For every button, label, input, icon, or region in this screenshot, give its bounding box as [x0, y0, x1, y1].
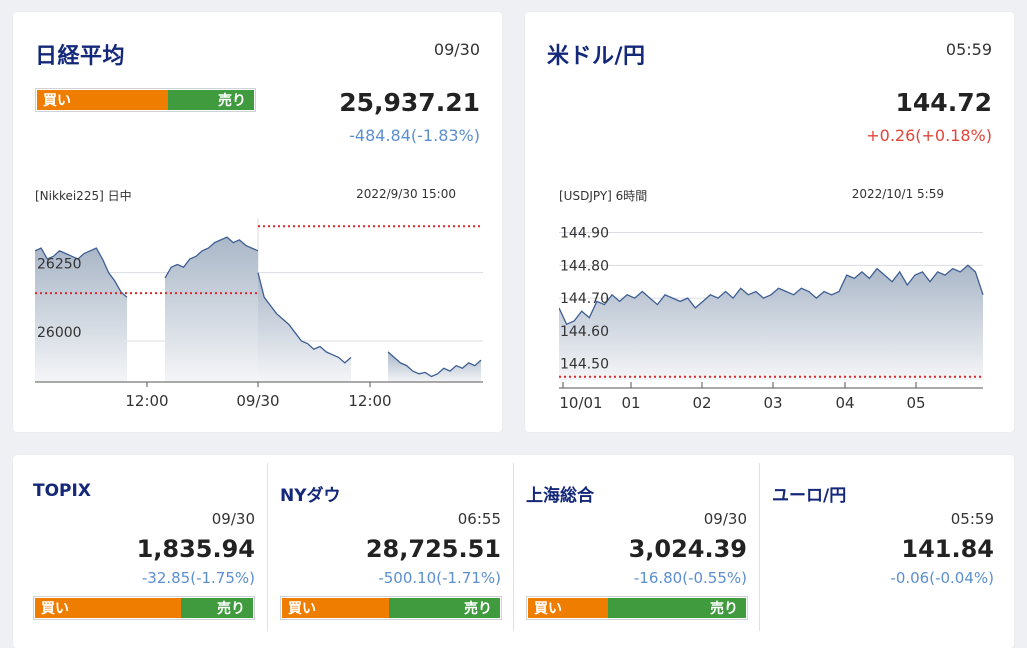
- quote-nydow-sell-button[interactable]: 売り: [389, 598, 500, 618]
- usdjpy-change: +0.26(+0.18%): [866, 126, 992, 145]
- quote-eurjpy-title[interactable]: ユーロ/円: [772, 486, 847, 506]
- usdjpy-line: [559, 264, 984, 326]
- nikkei-area-prev-morning: [35, 248, 127, 382]
- nikkei-area-cur-morning: [258, 272, 351, 382]
- usdjpy-ytick-label: 144.80: [560, 258, 609, 274]
- nikkei-line-prev-morning: [35, 247, 128, 298]
- nikkei-sell-button[interactable]: 売り: [168, 90, 254, 110]
- nikkei-date: 09/30: [433, 40, 480, 59]
- quote-topix-title[interactable]: TOPIX: [33, 481, 91, 501]
- quote-topix-buy-button[interactable]: 買い: [35, 598, 181, 618]
- quote-shanghai-title[interactable]: 上海総合: [526, 486, 594, 506]
- nikkei-area-cur-afternoon: [388, 351, 481, 382]
- quote-nydow-buysell-bar: 買い 売り: [280, 596, 502, 620]
- usdjpy-xtick-label: 05: [906, 394, 925, 410]
- nikkei-buysell-bar: 買い 売り: [35, 88, 256, 112]
- quotes-panel: TOPIX 09/30 1,835.94 -32.85(-1.75%) 買い 売…: [13, 455, 1014, 648]
- usdjpy-chart-header: [USDJPY] 6時間: [559, 189, 648, 203]
- nikkei-line-cur-afternoon: [387, 351, 482, 378]
- quote-topix-sell-button[interactable]: 売り: [181, 598, 253, 618]
- quote-nydow-buy-button[interactable]: 買い: [282, 598, 389, 618]
- quote-eurjpy-price: 141.84: [901, 535, 994, 563]
- nikkei-ytick-label: 26250: [37, 257, 82, 273]
- quote-shanghai[interactable]: 上海総合 09/30 3,024.39 -16.80(-0.55%) 買い 売り: [514, 455, 759, 648]
- quote-shanghai-sell-button[interactable]: 売り: [608, 598, 746, 618]
- nikkei-line-prev-afternoon: [164, 236, 259, 279]
- nikkei-area-prev-afternoon: [165, 237, 258, 382]
- quote-shanghai-price: 3,024.39: [628, 535, 747, 563]
- quote-topix-date: 09/30: [211, 510, 255, 528]
- usdjpy-ytick-label: 144.50: [560, 357, 609, 373]
- usdjpy-xtick-label: 01: [621, 394, 640, 410]
- nikkei-chart-timestamp: 2022/9/30 15:00: [356, 187, 456, 201]
- quote-topix-price: 1,835.94: [136, 535, 255, 563]
- quote-nydow[interactable]: NYダウ 06:55 28,725.51 -500.10(-1.71%) 買い …: [268, 455, 513, 648]
- nikkei-price: 25,937.21: [339, 88, 480, 117]
- quote-shanghai-buysell-bar: 買い 売り: [526, 596, 748, 620]
- nikkei-chart[interactable]: 26250 26000 12:00 09/30 12:00: [35, 210, 483, 410]
- usdjpy-title[interactable]: 米ドル/円: [547, 44, 646, 69]
- nikkei-xtick-label: 09/30: [236, 392, 279, 410]
- usdjpy-card[interactable]: 米ドル/円 05:59 144.72 +0.26(+0.18%) [USDJPY…: [525, 12, 1014, 432]
- quote-shanghai-buy-button[interactable]: 買い: [528, 598, 608, 618]
- quote-topix[interactable]: TOPIX 09/30 1,835.94 -32.85(-1.75%) 買い 売…: [13, 455, 267, 648]
- usdjpy-xtick-label: 02: [692, 394, 711, 410]
- usdjpy-ytick-label: 144.90: [560, 226, 609, 242]
- usdjpy-date: 05:59: [945, 40, 992, 59]
- nikkei-change: -484.84(-1.83%): [349, 126, 480, 145]
- quote-topix-change: -32.85(-1.75%): [141, 569, 255, 587]
- quote-nydow-price: 28,725.51: [365, 535, 501, 563]
- nikkei-buy-button[interactable]: 買い: [37, 90, 168, 110]
- usdjpy-chart[interactable]: 144.90 144.80 144.70 144.60 144.50 10/01 01 02 0…: [559, 208, 989, 410]
- quote-topix-buysell-bar: 買い 売り: [33, 596, 255, 620]
- quote-eurjpy-date: 05:59: [950, 510, 994, 528]
- quote-eurjpy-change: -0.06(-0.04%): [890, 569, 994, 587]
- usdjpy-chart-timestamp: 2022/10/1 5:59: [851, 187, 944, 201]
- usdjpy-xtick-label: 04: [835, 394, 854, 410]
- usdjpy-xtick-label: 10/01: [559, 394, 602, 410]
- quote-divider: [513, 463, 514, 631]
- usdjpy-area: [559, 265, 983, 380]
- quote-shanghai-change: -16.80(-0.55%): [633, 569, 747, 587]
- quote-divider: [267, 463, 268, 631]
- nikkei-chart-header: [Nikkei225] 日中: [35, 189, 132, 203]
- quote-nydow-change: -500.10(-1.71%): [378, 569, 501, 587]
- quote-divider: [759, 463, 760, 631]
- nikkei-line-cur-morning: [257, 272, 352, 364]
- usdjpy-ytick-label: 144.60: [560, 324, 609, 340]
- nikkei-ytick-label: 26000: [37, 325, 82, 341]
- usdjpy-xtick-label: 03: [763, 394, 782, 410]
- nikkei-title[interactable]: 日経平均: [35, 44, 126, 69]
- usdjpy-price: 144.72: [895, 88, 992, 117]
- quote-nydow-title[interactable]: NYダウ: [280, 486, 341, 506]
- nikkei-xtick-label: 12:00: [348, 392, 391, 410]
- quote-eurjpy[interactable]: ユーロ/円 05:59 141.84 -0.06(-0.04%): [760, 455, 1014, 648]
- usdjpy-ytick-label: 144.70: [560, 291, 609, 307]
- quote-shanghai-date: 09/30: [703, 510, 747, 528]
- quote-nydow-date: 06:55: [457, 510, 501, 528]
- nikkei-xtick-label: 12:00: [125, 392, 168, 410]
- nikkei-card[interactable]: 日経平均 09/30 買い 売り 25,937.21 -484.84(-1.83…: [13, 12, 502, 432]
